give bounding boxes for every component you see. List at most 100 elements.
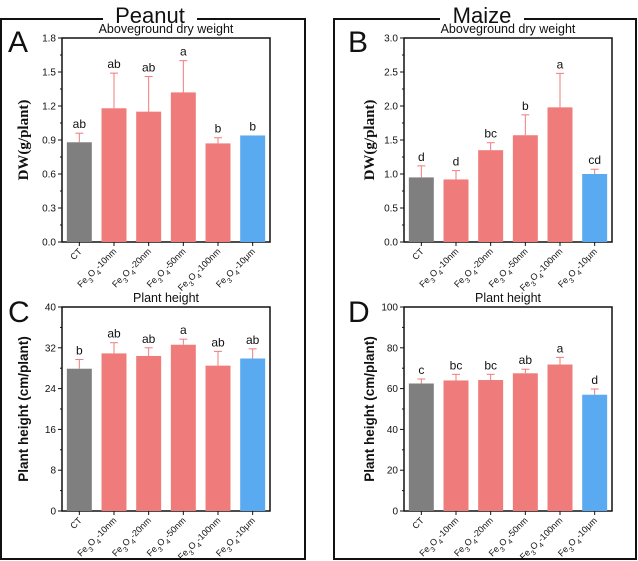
y-tick-label: 2.0 <box>384 102 398 113</box>
bar-2 <box>101 353 127 511</box>
plot-frame <box>61 37 271 243</box>
significance-label: c <box>418 363 424 377</box>
bar-1 <box>408 383 434 511</box>
bar-1 <box>66 368 92 511</box>
plot-frame <box>403 306 613 512</box>
y-tick-label: 1.8 <box>42 34 56 45</box>
y-axis-label: Plant height (cm/plant) <box>16 336 31 482</box>
y-tick-label: 0 <box>392 507 398 518</box>
bar-2 <box>101 108 127 243</box>
significance-label: cd <box>588 153 601 167</box>
significance-label: ab <box>73 117 87 131</box>
category-label: CT <box>410 246 426 262</box>
maize-column-title: Maize <box>453 3 512 28</box>
chart-title: Plant height <box>475 291 542 305</box>
y-tick-label: 40 <box>45 303 57 314</box>
significance-label: d <box>591 373 598 387</box>
y-tick-label: 1.5 <box>384 136 398 147</box>
bar-3 <box>478 380 504 511</box>
significance-label: ab <box>246 333 260 347</box>
bar-3 <box>136 355 162 511</box>
significance-label: a <box>557 57 564 71</box>
panel-d-maize-height: D Plant height Plant height (cm/plant) 0 20 4… <box>348 291 613 561</box>
y-tick-label: 1.2 <box>42 102 56 113</box>
significance-label: b <box>215 122 222 136</box>
y-tick-label: 1.0 <box>384 170 398 181</box>
bar-3 <box>136 111 162 243</box>
significance-label: ab <box>107 57 121 71</box>
y-tick-label: 0.3 <box>42 204 56 215</box>
significance-label: bc <box>484 127 497 141</box>
bar-5 <box>547 107 573 242</box>
y-axis-label: DW(g/plant) <box>362 100 378 181</box>
bar-1 <box>408 177 434 242</box>
y-tick-label: 0.9 <box>42 136 56 147</box>
maize-title-bg <box>440 9 524 29</box>
bar-4 <box>512 373 538 511</box>
bar-4 <box>512 135 538 242</box>
y-tick-label: 0.0 <box>384 238 398 249</box>
bar-2 <box>443 380 469 511</box>
y-tick-label: 60 <box>387 384 399 395</box>
category-label: CT <box>68 246 84 262</box>
bar-5 <box>205 143 231 242</box>
y-tick-label: 40 <box>387 425 399 436</box>
bar-4 <box>170 344 196 511</box>
plot-frame <box>61 306 271 512</box>
significance-label: ab <box>142 332 156 346</box>
panel-c-peanut-height: C Plant height Plant height (cm/plant) 0 8 16… <box>8 291 271 561</box>
chart-title: Plant height <box>133 291 200 305</box>
chart-title: Aboveground dry weight <box>99 22 234 36</box>
category-label: CT <box>410 515 426 531</box>
bar-5 <box>205 365 231 511</box>
chart-title: Aboveground dry weight <box>441 22 576 36</box>
significance-label: b <box>249 119 256 133</box>
y-tick-label: 24 <box>45 384 57 395</box>
significance-label: a <box>180 45 187 59</box>
y-tick-label: 32 <box>45 343 57 354</box>
y-tick-label: 2.5 <box>384 68 398 79</box>
bar-5 <box>547 364 573 511</box>
significance-label: ab <box>519 353 533 367</box>
panel-letter: C <box>8 296 30 329</box>
bar-6 <box>582 174 608 242</box>
y-tick-label: 3.0 <box>384 34 398 45</box>
significance-label: b <box>76 344 83 358</box>
panel-letter: B <box>348 26 368 59</box>
bar-1 <box>66 142 92 242</box>
y-tick-label: 1.5 <box>42 68 56 79</box>
panel-letter: A <box>8 26 28 59</box>
y-tick-label: 80 <box>387 343 399 354</box>
panel-a-peanut-dry-weight: A Aboveground dry weight DW(g/plant) 0.0 0.3… <box>8 22 271 293</box>
panel-letter: D <box>348 296 370 329</box>
bar-2 <box>443 179 469 242</box>
bar-6 <box>240 135 266 242</box>
y-tick-label: 0 <box>50 507 56 518</box>
y-tick-label: 0.6 <box>42 170 56 181</box>
significance-label: d <box>418 150 425 164</box>
plot-frame <box>403 37 613 243</box>
significance-label: ab <box>107 327 121 341</box>
bar-6 <box>240 358 266 511</box>
peanut-column-title: Peanut <box>115 3 185 28</box>
y-axis-label: Plant height (cm/plant) <box>362 336 377 482</box>
y-tick-label: 20 <box>387 466 399 477</box>
y-tick-label: 16 <box>45 425 57 436</box>
bar-4 <box>170 92 196 243</box>
significance-label: b <box>522 99 529 113</box>
y-axis-label: DW(g/plant) <box>16 100 32 181</box>
significance-label: bc <box>484 358 497 372</box>
y-tick-label: 8 <box>50 466 56 477</box>
panel-b-maize-dry-weight: B Aboveground dry weight DW(g/plant) 0.0 0.5… <box>348 22 613 293</box>
bar-3 <box>478 150 504 242</box>
significance-label: ab <box>211 335 225 349</box>
category-label: CT <box>68 515 84 531</box>
bar-6 <box>582 394 608 511</box>
peanut-title-bg <box>103 9 197 29</box>
y-tick-label: 0.5 <box>384 204 398 215</box>
significance-label: a <box>557 341 564 355</box>
y-tick-label: 0.0 <box>42 238 56 249</box>
significance-label: d <box>453 155 460 169</box>
significance-label: bc <box>450 358 463 372</box>
